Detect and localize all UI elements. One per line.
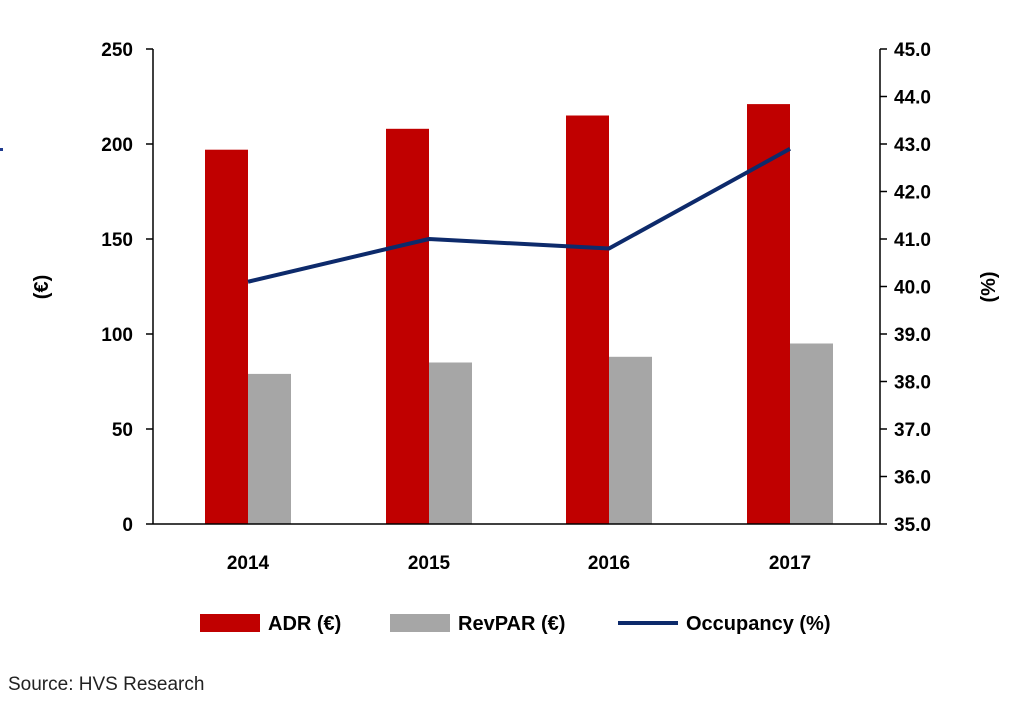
y-tick-left-0: 0 [122, 515, 133, 536]
y-tick-right-41.0: 41.0 [894, 230, 931, 251]
y-tick-left-150: 150 [101, 230, 133, 251]
line-occupancy [247, 146, 791, 284]
y-tick-right-35.0: 35.0 [894, 515, 931, 536]
y-tick-right-43.0: 43.0 [894, 135, 931, 156]
edge-marker [0, 148, 3, 151]
legend-swatch-revpar [390, 614, 450, 632]
y-tick-left-100: 100 [101, 325, 133, 346]
y-tick-left-250: 250 [101, 40, 133, 61]
bar-revpar-2014 [248, 373, 291, 524]
source-note: Source: HVS Research [8, 674, 205, 695]
bar-adr-2017 [747, 104, 790, 524]
y-axis-left-label: (€) [31, 275, 53, 299]
bar-revpar-2015 [429, 362, 472, 524]
y-tick-right-42.0: 42.0 [894, 183, 931, 204]
y-tick-right-38.0: 38.0 [894, 373, 931, 394]
y-tick-left-200: 200 [101, 135, 133, 156]
y-tick-right-39.0: 39.0 [894, 325, 931, 346]
legend-label-adr: ADR (€) [268, 613, 341, 635]
y-axis-right-label: (%) [978, 271, 1000, 302]
legend-swatch-adr [200, 614, 260, 632]
x-tick-2017: 2017 [769, 553, 811, 574]
y-tick-right-44.0: 44.0 [894, 88, 931, 109]
bar-adr-2015 [386, 128, 429, 525]
bar-adr-2016 [566, 115, 609, 524]
x-tick-2014: 2014 [227, 553, 270, 574]
legend-label-occupancy: Occupancy (%) [686, 613, 830, 635]
y-tick-right-37.0: 37.0 [894, 420, 931, 441]
y-tick-left-50: 50 [112, 420, 133, 441]
y-tick-right-40.0: 40.0 [894, 278, 931, 299]
y-tick-right-36.0: 36.0 [894, 468, 931, 489]
bar-revpar-2017 [790, 343, 833, 524]
bar-revpar-2016 [609, 356, 652, 524]
x-tick-2016: 2016 [588, 553, 630, 574]
x-tick-2015: 2015 [408, 553, 451, 574]
y-tick-right-45.0: 45.0 [894, 40, 931, 61]
legend-label-revpar: RevPAR (€) [458, 613, 565, 635]
bar-adr-2014 [205, 149, 248, 524]
